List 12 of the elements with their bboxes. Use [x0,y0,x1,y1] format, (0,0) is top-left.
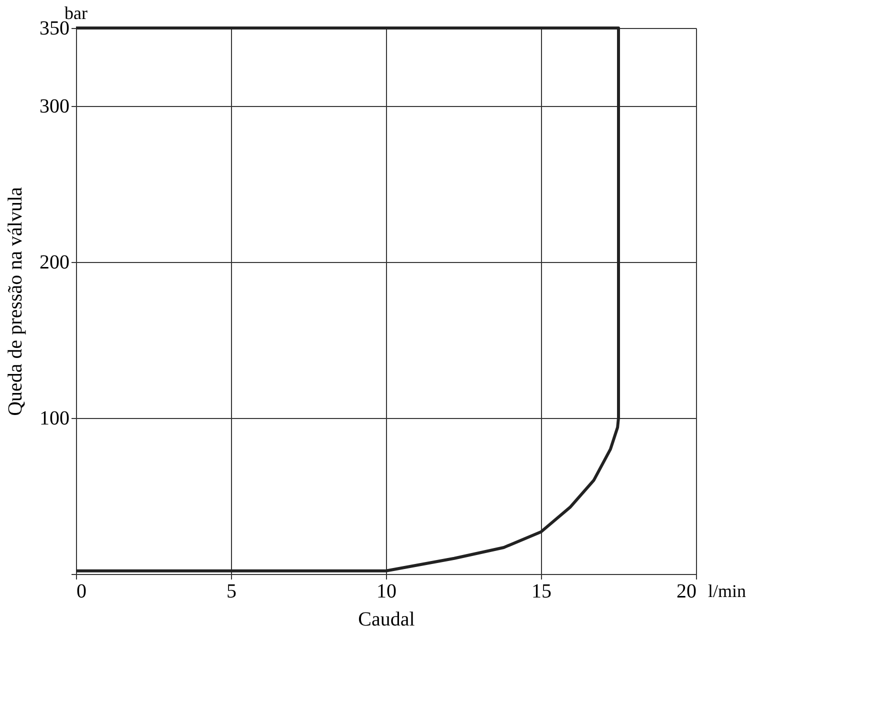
line-series [74,26,620,572]
x-axis-title: Caudal [358,608,416,630]
x-tick-label: 0 [76,580,86,602]
y-axis-title: Queda de pressão na válvula [4,186,26,416]
y-tick-label: 200 [40,252,70,274]
x-tick-label: 15 [532,580,552,602]
x-tick-label: 10 [376,580,396,602]
y-tick-label: 100 [40,408,70,430]
y-tick-label: 300 [40,96,70,118]
text: l/min [708,581,746,601]
x-tick-label: 20 [676,580,696,602]
x-tick-label: 5 [226,580,236,602]
